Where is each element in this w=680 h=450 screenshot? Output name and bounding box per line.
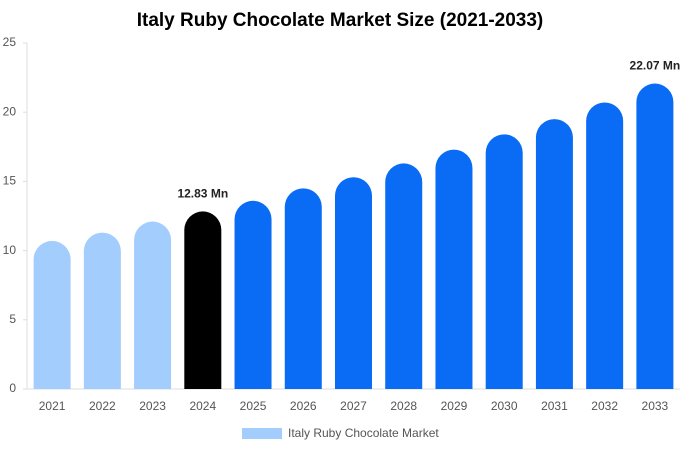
data-label: 12.83 Mn — [177, 187, 228, 201]
bar — [33, 240, 71, 389]
x-tick-label: 2032 — [591, 399, 618, 413]
bar — [435, 149, 473, 389]
x-tick-label: 2021 — [39, 399, 66, 413]
legend-label: Italy Ruby Chocolate Market — [288, 426, 439, 440]
x-tick-label: 2025 — [240, 399, 267, 413]
bar — [586, 102, 624, 390]
bar — [234, 200, 272, 389]
x-tick-label: 2028 — [390, 399, 417, 413]
x-tick-label: 2022 — [89, 399, 116, 413]
x-tick-label: 2031 — [541, 399, 568, 413]
bar — [83, 232, 121, 389]
bar — [485, 134, 523, 389]
y-tick-label: 20 — [3, 104, 17, 118]
x-tick-label: 2030 — [491, 399, 518, 413]
x-tick-label: 2023 — [139, 399, 166, 413]
x-tick-label: 2024 — [189, 399, 216, 413]
x-tick-label: 2027 — [340, 399, 367, 413]
x-tick-label: 2029 — [441, 399, 468, 413]
x-tick-label: 2033 — [642, 399, 669, 413]
y-tick-label: 10 — [3, 243, 17, 257]
bar — [284, 188, 322, 389]
y-tick-label: 15 — [3, 174, 17, 188]
chart-title: Italy Ruby Chocolate Market Size (2021-2… — [137, 10, 544, 31]
bar — [385, 163, 423, 389]
y-tick-label: 5 — [9, 312, 16, 326]
bar — [134, 221, 172, 389]
x-tick-label: 2026 — [290, 399, 317, 413]
bar — [535, 119, 573, 390]
bar — [184, 211, 222, 389]
bar — [636, 83, 674, 389]
y-tick-label: 0 — [9, 381, 16, 395]
legend-swatch — [242, 428, 282, 439]
bar — [335, 177, 372, 389]
data-label: 22.07 Mn — [630, 59, 680, 73]
y-tick-label: 25 — [3, 35, 17, 49]
